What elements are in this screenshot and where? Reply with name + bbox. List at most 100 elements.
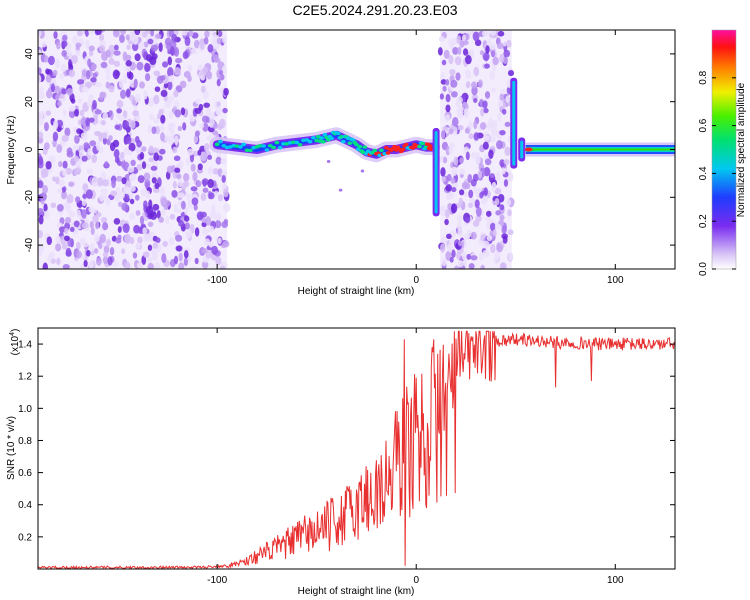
noise-blob bbox=[470, 255, 478, 261]
x-tick-label: 0 bbox=[413, 275, 419, 286]
noise-blob bbox=[496, 140, 503, 150]
noise-blob bbox=[139, 215, 145, 225]
noise-blob bbox=[181, 30, 188, 36]
noise-blob bbox=[93, 114, 99, 120]
noise-blob bbox=[485, 216, 492, 222]
noise-blob bbox=[134, 30, 141, 36]
noise-blob bbox=[142, 227, 147, 235]
noise-blob bbox=[99, 33, 105, 42]
noise-blob bbox=[457, 125, 464, 131]
colorbar-label: Normalized spectral amplitude bbox=[736, 82, 747, 217]
noise-blob bbox=[61, 243, 68, 250]
noise-blob bbox=[100, 61, 108, 69]
ridge-blob bbox=[319, 136, 325, 140]
noise-blob bbox=[199, 123, 205, 129]
noise-blob bbox=[505, 95, 510, 103]
y-tick-label: 20 bbox=[24, 96, 35, 108]
noise-blob bbox=[219, 118, 226, 129]
noise-blob bbox=[86, 249, 91, 257]
noise-blob bbox=[158, 42, 163, 52]
colorbar-frame bbox=[711, 29, 737, 270]
noise-blob bbox=[446, 233, 452, 240]
noise-blob bbox=[479, 50, 485, 56]
noise-blob bbox=[471, 152, 476, 159]
noise-blob bbox=[448, 142, 455, 149]
noise-blob bbox=[180, 200, 186, 210]
noise-blob bbox=[167, 56, 173, 66]
noise-blob bbox=[38, 208, 44, 216]
noise-blob bbox=[482, 249, 490, 258]
noise-blob bbox=[497, 30, 505, 37]
tone-core bbox=[525, 148, 675, 151]
noise-blob bbox=[199, 40, 205, 50]
noise-blob bbox=[38, 49, 42, 58]
ridge-blob bbox=[355, 147, 361, 152]
noise-blob bbox=[208, 167, 214, 174]
noise-blob bbox=[465, 151, 470, 161]
noise-blob bbox=[160, 208, 166, 216]
ridge-blob bbox=[400, 147, 406, 152]
noise-blob bbox=[38, 131, 44, 140]
noise-blob bbox=[81, 69, 87, 77]
noise-blob bbox=[38, 67, 42, 75]
y-tick-label: 0.6 bbox=[18, 468, 32, 479]
noise-blob bbox=[495, 210, 502, 216]
noise-blob bbox=[108, 58, 115, 66]
noise-blob bbox=[102, 112, 109, 120]
noise-blob bbox=[64, 235, 70, 242]
noise-blob bbox=[65, 250, 72, 257]
noise-blob bbox=[122, 223, 130, 233]
noise-blob bbox=[135, 210, 141, 216]
noise-blob bbox=[490, 50, 496, 58]
noise-blob bbox=[88, 49, 94, 57]
noise-blob bbox=[464, 127, 470, 134]
noise-blob bbox=[82, 193, 87, 199]
noise-blob bbox=[40, 41, 47, 48]
snr-panel: -100 0 100 0.2 0.4 0.6 0.8 1.0 1.2 1.4 Height of… bbox=[6, 327, 676, 597]
noise-blob bbox=[451, 203, 458, 214]
snr-xlabel: Height of straight line (km) bbox=[298, 586, 415, 597]
noise-blob bbox=[125, 60, 132, 67]
noise-blob bbox=[139, 81, 145, 89]
snr-frame bbox=[37, 327, 676, 570]
noise-blob bbox=[201, 178, 209, 186]
noise-blob bbox=[102, 251, 109, 258]
noise-blob bbox=[45, 74, 52, 83]
noise-blob bbox=[144, 162, 151, 169]
noise-blob bbox=[483, 187, 489, 197]
noise-blob bbox=[218, 194, 223, 202]
noise-blob bbox=[448, 55, 454, 65]
noise-blob bbox=[101, 120, 106, 126]
noise-blob bbox=[506, 198, 512, 206]
noise-blob bbox=[490, 243, 496, 254]
noise-blob bbox=[190, 186, 198, 192]
noise-blob bbox=[89, 221, 94, 229]
noise-blob bbox=[499, 93, 504, 101]
ridge-blob bbox=[297, 142, 303, 147]
noise-blob bbox=[193, 204, 198, 211]
noise-blob bbox=[85, 70, 91, 80]
noise-blob bbox=[57, 188, 63, 194]
colorbar-ticks: 0.0 0.2 0.4 0.6 0.8 bbox=[698, 70, 736, 276]
noise-blob bbox=[486, 122, 492, 131]
noise-blob bbox=[499, 159, 505, 167]
noise-blob bbox=[449, 256, 454, 263]
noise-blob bbox=[91, 176, 98, 187]
noise-blob bbox=[492, 56, 499, 66]
noise-blob bbox=[503, 179, 509, 187]
noise-blob bbox=[185, 157, 191, 166]
noise-blob bbox=[113, 217, 121, 225]
noise-blob bbox=[494, 187, 502, 195]
noise-blob bbox=[167, 135, 175, 146]
noise-blob bbox=[108, 135, 113, 141]
noise-blob bbox=[464, 216, 471, 224]
snr-y-axis: 0.2 0.4 0.6 0.8 1.0 1.2 1.4 bbox=[18, 340, 675, 543]
noise-blob bbox=[455, 72, 461, 81]
noise-blob bbox=[129, 185, 136, 192]
noise-blob bbox=[109, 247, 115, 256]
noise-blob bbox=[208, 112, 216, 120]
noise-blob bbox=[62, 109, 67, 116]
noise-blob bbox=[438, 36, 446, 42]
noise-blob bbox=[191, 197, 199, 206]
noise-blob bbox=[73, 220, 80, 228]
